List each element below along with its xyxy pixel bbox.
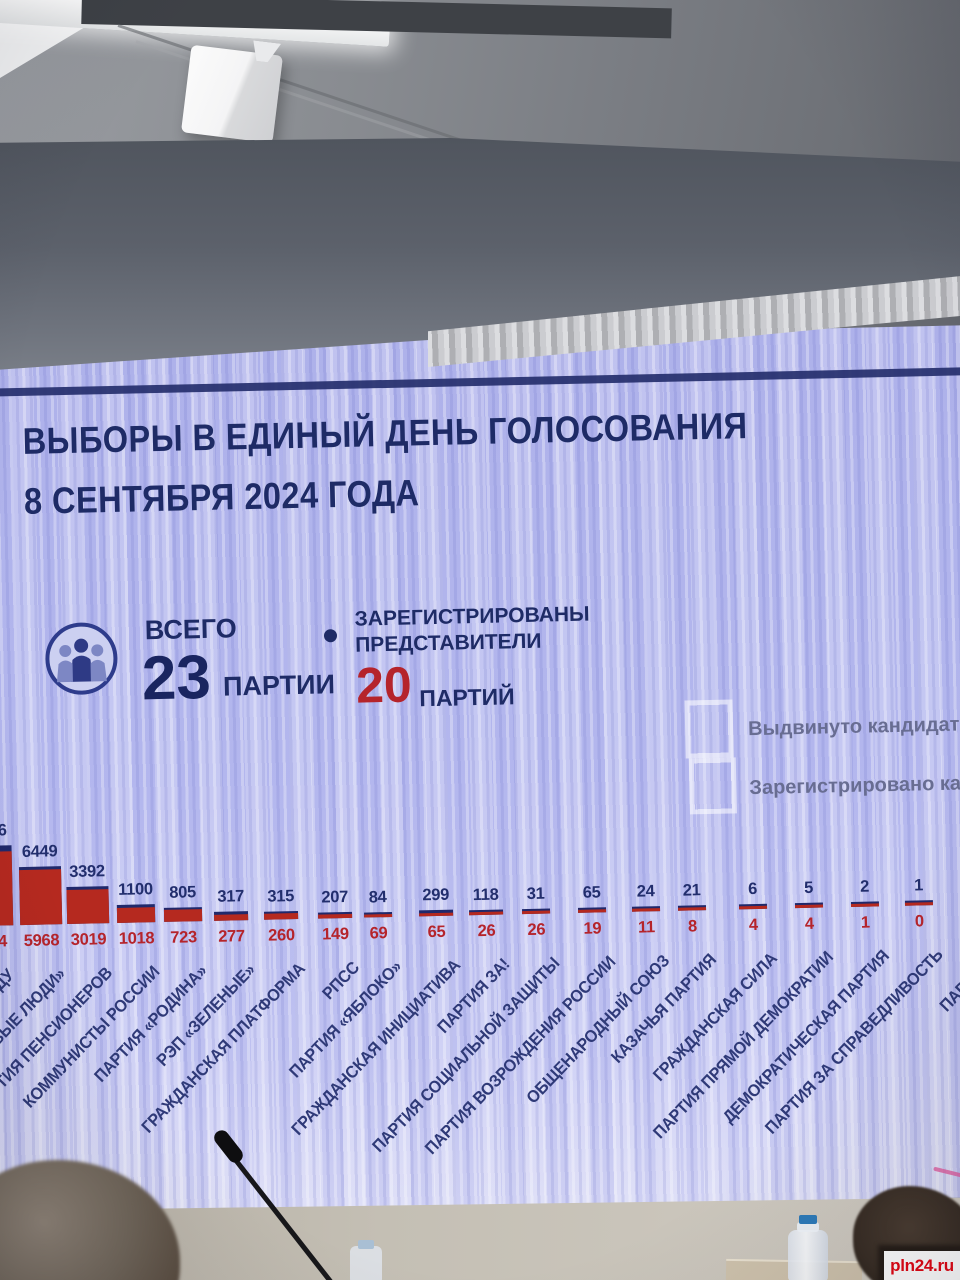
bar-registered <box>469 911 504 916</box>
nominated-value: 6 <box>747 879 758 898</box>
slide: ВЫБОРЫ В ЕДИНЫЙ ДЕНЬ ГОЛОСОВАНИЯ 8 СЕНТЯ… <box>0 325 960 1219</box>
water-bottle-cap <box>799 1215 817 1224</box>
bar-chart: 6 4 РАВДУ 6449 5968 «НОВЫЕ ЛЮДИ» 3392 3019 ПАРТИ… <box>0 325 960 1219</box>
registered-value: 0 <box>914 912 924 931</box>
bar-registered <box>578 909 607 913</box>
nominated-value: 21 <box>682 880 701 900</box>
registered-value: 4 <box>748 915 759 935</box>
registered-value: 69 <box>369 924 388 943</box>
bar-registered <box>419 912 454 917</box>
water-bottle-large <box>788 1230 828 1280</box>
bar-registered <box>0 851 14 927</box>
bar-registered <box>632 908 661 912</box>
nominated-value: 3392 <box>69 862 106 882</box>
bar-registered <box>264 913 299 920</box>
watermark-badge: pln24.ru <box>884 1251 960 1280</box>
bar-registered <box>794 904 824 909</box>
water-bottle-small <box>350 1246 382 1280</box>
bar-registered <box>522 910 551 915</box>
nominated-value: 84 <box>368 887 387 906</box>
nominated-value: 1 <box>913 875 924 895</box>
bar-registered <box>214 914 249 921</box>
projection-screen: ВЫБОРЫ В ЕДИНЫЙ ДЕНЬ ГОЛОСОВАНИЯ 8 СЕНТЯ… <box>0 325 960 1219</box>
parties-people-icon <box>45 622 118 695</box>
bar-registered <box>116 906 156 923</box>
nominated-value: 6449 <box>21 842 58 862</box>
bar-registered <box>364 913 393 918</box>
registered-value: 8 <box>687 917 698 936</box>
water-bottle-small-cap <box>358 1240 374 1249</box>
bar-registered <box>738 905 768 910</box>
bar-registered <box>678 907 707 911</box>
registered-value: 4 <box>804 914 815 933</box>
registered-value: 26 <box>527 920 546 939</box>
nominated-value: 5 <box>803 878 814 897</box>
water-bottle-neck <box>797 1222 819 1232</box>
bar-registered <box>318 913 353 919</box>
nominated-value: 31 <box>526 884 545 903</box>
bar-registered <box>850 903 880 907</box>
bar-registered <box>163 909 203 922</box>
bar-registered <box>904 902 934 906</box>
nominated-value: 6 <box>0 821 7 840</box>
